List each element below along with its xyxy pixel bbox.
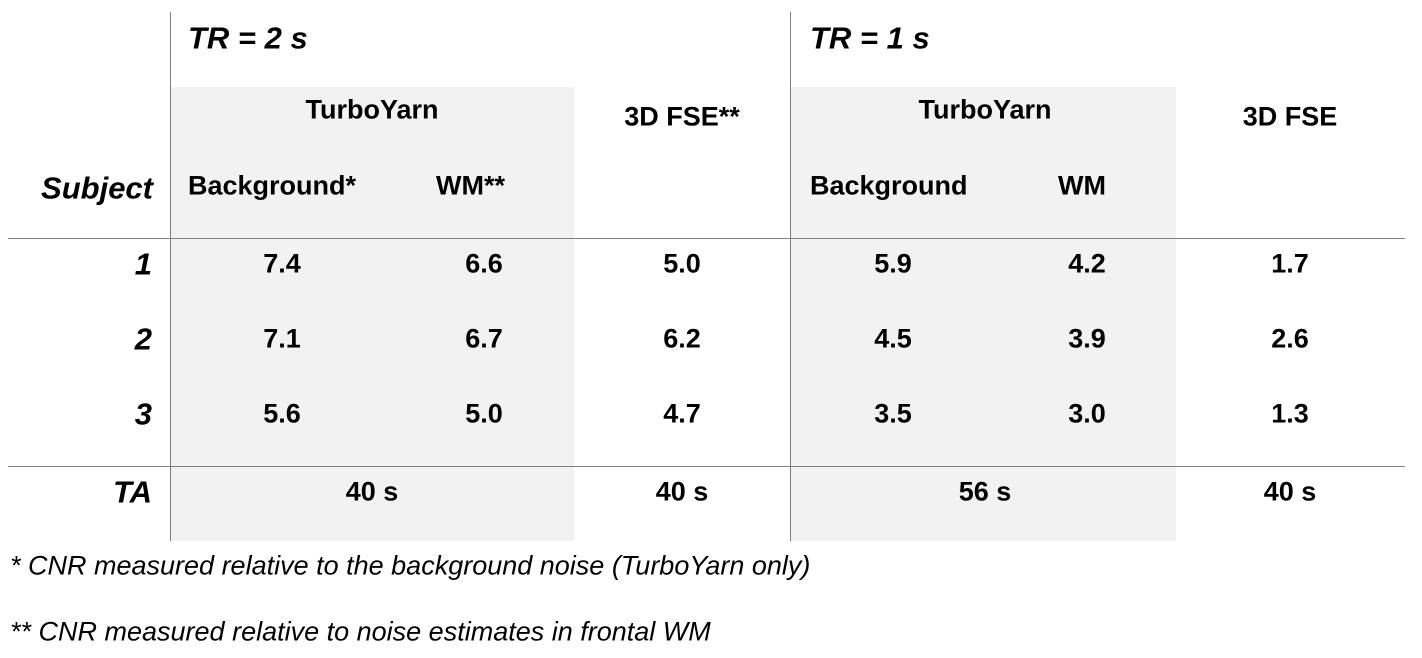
- cell-value: 4.7: [663, 398, 701, 429]
- divider: [790, 12, 791, 541]
- fse-header: 3D FSE: [1242, 101, 1338, 132]
- subject-label: 1: [134, 246, 152, 282]
- cell-value: 4.2: [1068, 248, 1106, 279]
- cell-value: 5.6: [263, 398, 301, 429]
- cell-value: 6.2: [663, 323, 701, 354]
- ta-value: 40 s: [345, 476, 399, 507]
- divider: [8, 466, 1405, 467]
- method-header: TurboYarn: [918, 94, 1052, 125]
- ta-label: TA: [112, 474, 152, 510]
- divider: [8, 238, 1405, 239]
- column-header: WM**: [436, 170, 505, 201]
- ta-value: 40 s: [1263, 476, 1317, 507]
- cell-value: 3.9: [1068, 323, 1106, 354]
- cell-value: 3.0: [1068, 398, 1106, 429]
- column-header: Background: [810, 170, 968, 201]
- shade: [790, 87, 1176, 541]
- cell-value: 5.0: [465, 398, 503, 429]
- cell-value: 1.7: [1271, 248, 1309, 279]
- column-header: WM: [1058, 170, 1106, 201]
- divider: [170, 12, 171, 541]
- group-title: TR = 2 s: [188, 20, 308, 56]
- ta-value: 56 s: [958, 476, 1012, 507]
- cell-value: 6.7: [465, 323, 503, 354]
- subject-label: 3: [134, 396, 152, 432]
- group-title: TR = 1 s: [810, 20, 930, 56]
- cell-value: 2.6: [1271, 323, 1309, 354]
- footnote: ** CNR measured relative to noise estima…: [10, 616, 711, 647]
- cell-value: 3.5: [874, 398, 912, 429]
- cell-value: 7.4: [263, 248, 301, 279]
- cell-value: 6.6: [465, 248, 503, 279]
- footnote: * CNR measured relative to the backgroun…: [10, 550, 811, 581]
- cell-value: 7.1: [263, 323, 301, 354]
- cell-value: 4.5: [874, 323, 912, 354]
- cell-value: 5.0: [663, 248, 701, 279]
- ta-value: 40 s: [655, 476, 709, 507]
- subject-label: 2: [134, 321, 152, 357]
- row-header: Subject: [41, 170, 153, 206]
- method-header: TurboYarn: [305, 94, 439, 125]
- column-header: Background*: [188, 170, 357, 201]
- shade: [170, 87, 574, 541]
- cell-value: 5.9: [874, 248, 912, 279]
- cell-value: 1.3: [1271, 398, 1309, 429]
- fse-header: 3D FSE**: [624, 101, 740, 132]
